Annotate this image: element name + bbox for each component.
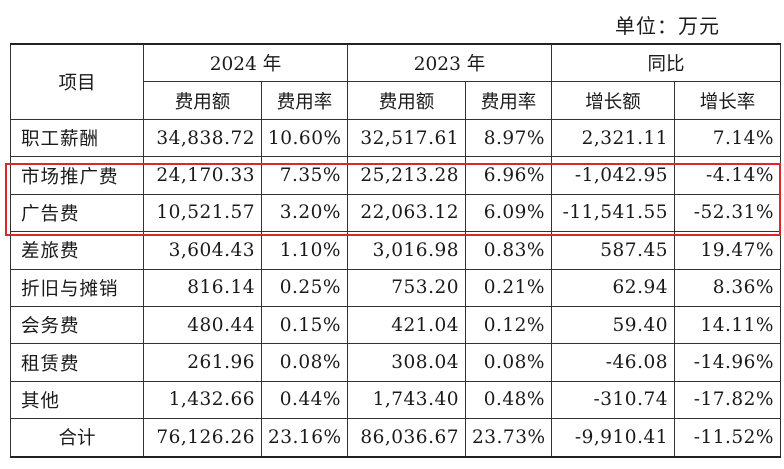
cell-growth-rate: -17.82% [673,380,782,420]
table-row: 其他 1,432.66 0.44% 1,743.40 0.48% -310.74… [10,380,782,420]
cell-amount-2023: 421.04 [347,305,466,345]
header-year-2024: 2024 年 [143,43,348,82]
table-row: 会务费 480.44 0.15% 421.04 0.12% 59.40 14.1… [10,305,782,345]
table-row: 差旅费 3,604.43 1.10% 3,016.98 0.83% 587.45… [10,231,782,270]
total-rate-2024: 23.16% [261,418,348,458]
cell-rate-2024: 10.60% [261,118,348,158]
table-row: 广告费 10,521.57 3.20% 22,063.12 6.09% -11,… [10,193,782,233]
total-growth-amount: -9,910.41 [551,418,675,458]
cell-amount-2024: 261.96 [143,343,262,382]
row-name: 租赁费 [10,343,144,382]
row-name: 职工薪酬 [10,118,144,158]
cell-amount-2023: 753.20 [347,268,466,307]
cell-amount-2024: 24,170.33 [143,156,262,195]
cell-amount-2023: 308.04 [347,343,466,382]
cell-rate-2023: 0.21% [465,268,552,307]
subheader-amount-2023: 费用额 [347,81,466,120]
cell-amount-2024: 3,604.43 [143,231,262,270]
cell-growth-amount: 62.94 [551,268,675,307]
cell-rate-2023: 6.09% [465,193,552,233]
cell-growth-amount: -1,042.95 [551,156,675,195]
cell-rate-2024: 1.10% [261,231,348,270]
cell-amount-2023: 1,743.40 [347,380,466,420]
cell-amount-2023: 22,063.12 [347,193,466,233]
cell-rate-2023: 8.97% [465,118,552,158]
cell-amount-2024: 10,521.57 [143,193,262,233]
cell-rate-2023: 0.48% [465,380,552,420]
cell-amount-2024: 34,838.72 [143,118,262,158]
header-yoy: 同比 [550,43,782,82]
row-name: 广告费 [10,193,144,233]
unit-label: 单位：万元 [615,14,720,38]
cell-rate-2023: 0.83% [465,231,552,270]
cell-amount-2024: 1,432.66 [143,380,262,420]
cell-amount-2024: 816.14 [143,268,262,307]
cell-rate-2024: 0.15% [261,305,348,345]
header-year-2023: 2023 年 [347,43,552,82]
total-rate-2023: 23.73% [465,418,552,458]
cell-rate-2024: 7.35% [261,156,348,195]
cell-growth-amount: 2,321.11 [551,118,675,158]
total-growth-rate: -11.52% [673,418,782,458]
table-row: 职工薪酬 34,838.72 10.60% 32,517.61 8.97% 2,… [10,118,782,158]
cell-growth-rate: -14.96% [673,343,782,382]
cell-growth-amount: -310.74 [551,380,675,420]
cell-growth-amount: -46.08 [551,343,675,382]
cell-rate-2024: 0.44% [261,380,348,420]
cell-rate-2024: 0.08% [261,343,348,382]
cell-rate-2024: 3.20% [261,193,348,233]
row-name: 差旅费 [10,231,144,270]
subheader-rate-2024: 费用率 [261,81,348,120]
total-amount-2023: 86,036.67 [347,418,466,458]
cell-growth-rate: 7.14% [673,118,782,158]
row-name: 市场推广费 [10,156,144,195]
row-name: 会务费 [10,305,144,345]
cell-amount-2023: 25,213.28 [347,156,466,195]
subheader-growth-amount: 增长额 [551,81,675,120]
expense-table: 项目 2024 年 2023 年 同比 费用额 费用率 费用额 费用率 增长额 … [10,43,782,458]
cell-amount-2023: 3,016.98 [347,231,466,270]
cell-growth-rate: 8.36% [673,268,782,307]
subheader-growth-rate: 增长率 [673,81,782,120]
total-row: 合计 76,126.26 23.16% 86,036.67 23.73% -9,… [10,418,782,458]
total-label: 合计 [10,418,144,458]
header-item: 项目 [10,43,144,120]
cell-growth-rate: 14.11% [673,305,782,345]
subheader-amount-2024: 费用额 [143,81,262,120]
cell-growth-rate: -4.14% [673,156,782,195]
cropped-caption-fragment [100,0,250,3]
table-row: 市场推广费 24,170.33 7.35% 25,213.28 6.96% -1… [10,156,782,195]
cell-growth-amount: -11,541.55 [551,193,675,233]
cell-rate-2023: 0.12% [465,305,552,345]
cell-amount-2023: 32,517.61 [347,118,466,158]
cell-rate-2023: 0.08% [465,343,552,382]
cell-growth-amount: 587.45 [551,231,675,270]
row-name: 其他 [10,380,144,420]
table-row: 租赁费 261.96 0.08% 308.04 0.08% -46.08 -14… [10,343,782,382]
cell-rate-2024: 0.25% [261,268,348,307]
row-name: 折旧与摊销 [10,268,144,307]
total-amount-2024: 76,126.26 [143,418,262,458]
cell-growth-rate: 19.47% [673,231,782,270]
cell-amount-2024: 480.44 [143,305,262,345]
cell-growth-rate: -52.31% [673,193,782,233]
cell-rate-2023: 6.96% [465,156,552,195]
cell-growth-amount: 59.40 [551,305,675,345]
table-row: 折旧与摊销 816.14 0.25% 753.20 0.21% 62.94 8.… [10,268,782,307]
subheader-rate-2023: 费用率 [465,81,552,120]
